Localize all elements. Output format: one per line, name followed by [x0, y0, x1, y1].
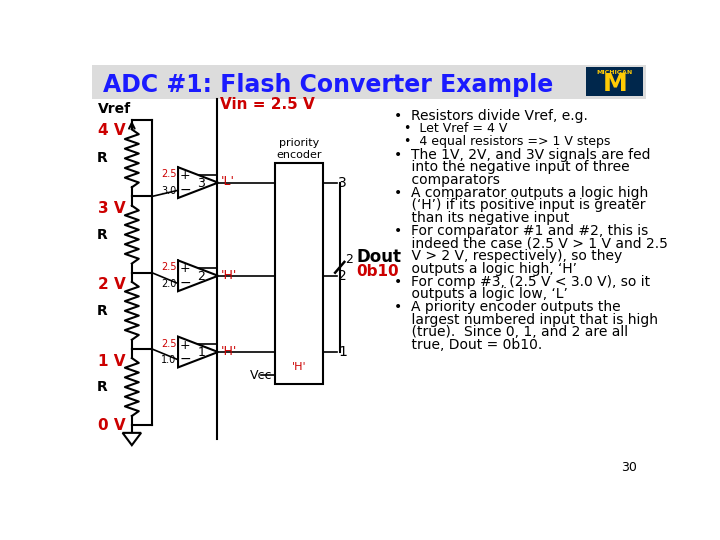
Text: outputs a logic high, ‘H’: outputs a logic high, ‘H’: [394, 262, 577, 276]
Polygon shape: [122, 433, 141, 445]
Text: 3.0: 3.0: [161, 186, 176, 196]
Text: largest numbered input that is high: largest numbered input that is high: [394, 313, 657, 327]
Text: 2: 2: [197, 270, 205, 283]
Text: +: +: [180, 169, 190, 182]
Text: 2.5: 2.5: [161, 169, 176, 179]
Text: 1.0: 1.0: [161, 355, 176, 366]
Text: 4 V: 4 V: [98, 123, 125, 138]
Text: •  A priority encoder outputs the: • A priority encoder outputs the: [394, 300, 620, 314]
Text: than its negative input: than its negative input: [394, 211, 569, 225]
Text: indeed the case (2.5 V > 1 V and 2.5: indeed the case (2.5 V > 1 V and 2.5: [394, 237, 667, 251]
Polygon shape: [178, 167, 218, 198]
Text: MICHIGAN: MICHIGAN: [596, 70, 633, 75]
Text: Vin = 2.5 V: Vin = 2.5 V: [220, 97, 315, 112]
Text: 0b10: 0b10: [356, 265, 400, 279]
Text: 3 V: 3 V: [98, 201, 125, 216]
Text: −: −: [179, 183, 191, 197]
Text: −: −: [179, 276, 191, 289]
Text: 3: 3: [197, 177, 205, 190]
Bar: [275, 164, 323, 384]
Text: 1 V: 1 V: [98, 354, 125, 368]
Text: 2: 2: [338, 269, 347, 283]
Text: 2.5: 2.5: [161, 339, 176, 348]
Text: •  A comparator outputs a logic high: • A comparator outputs a logic high: [394, 186, 648, 200]
Text: Vcc: Vcc: [250, 369, 272, 382]
Text: •  Let Vref = 4 V: • Let Vref = 4 V: [405, 122, 508, 135]
Text: 30: 30: [621, 462, 637, 475]
Text: 2 V: 2 V: [98, 278, 126, 292]
Text: 2.0: 2.0: [161, 279, 176, 289]
Text: •  For comparator #1 and #2, this is: • For comparator #1 and #2, this is: [394, 224, 648, 238]
Bar: [92, 65, 647, 99]
Text: 'L': 'L': [221, 176, 235, 188]
Text: (true).  Since 0, 1, and 2 are all: (true). Since 0, 1, and 2 are all: [394, 326, 628, 340]
Text: V > 2 V, respectively), so they: V > 2 V, respectively), so they: [394, 249, 622, 263]
Text: •  For comp #3, (2.5 V < 3.0 V), so it: • For comp #3, (2.5 V < 3.0 V), so it: [394, 275, 649, 288]
Text: (‘H’) if its positive input is greater: (‘H’) if its positive input is greater: [394, 198, 645, 212]
Text: true, Dout = 0b10.: true, Dout = 0b10.: [394, 338, 542, 352]
Text: R: R: [96, 227, 107, 241]
Polygon shape: [178, 336, 218, 367]
Text: Dout: Dout: [356, 247, 402, 266]
Text: Vref: Vref: [98, 102, 131, 116]
Text: ADC #1: Flash Converter Example: ADC #1: Flash Converter Example: [102, 73, 553, 97]
Text: M: M: [602, 72, 627, 96]
Text: 0 V: 0 V: [98, 417, 125, 433]
Text: R: R: [96, 380, 107, 394]
Text: 2: 2: [345, 253, 353, 266]
Text: 'H': 'H': [221, 345, 238, 357]
Text: 3: 3: [338, 176, 347, 190]
Text: 1: 1: [338, 345, 347, 359]
Text: 2.5: 2.5: [161, 262, 176, 272]
Text: •  4 equal resistors => 1 V steps: • 4 equal resistors => 1 V steps: [405, 135, 611, 148]
Text: 'H': 'H': [292, 362, 306, 373]
Text: +: +: [180, 339, 190, 352]
Text: R: R: [96, 151, 107, 165]
Text: comparators: comparators: [394, 173, 500, 187]
Text: +: +: [180, 262, 190, 275]
Text: 1: 1: [197, 346, 205, 359]
Text: into the negative input of three: into the negative input of three: [394, 160, 629, 174]
Text: outputs a logic low, ‘L’: outputs a logic low, ‘L’: [394, 287, 567, 301]
Text: 'H': 'H': [221, 268, 238, 281]
Polygon shape: [178, 260, 218, 291]
Text: R: R: [96, 304, 107, 318]
Text: •  Resistors divide Vref, e.g.: • Resistors divide Vref, e.g.: [394, 110, 588, 124]
Text: −: −: [179, 352, 191, 366]
Bar: [586, 67, 643, 96]
Text: priority
encoder: priority encoder: [276, 138, 322, 160]
Text: •  The 1V, 2V, and 3V signals are fed: • The 1V, 2V, and 3V signals are fed: [394, 147, 650, 161]
